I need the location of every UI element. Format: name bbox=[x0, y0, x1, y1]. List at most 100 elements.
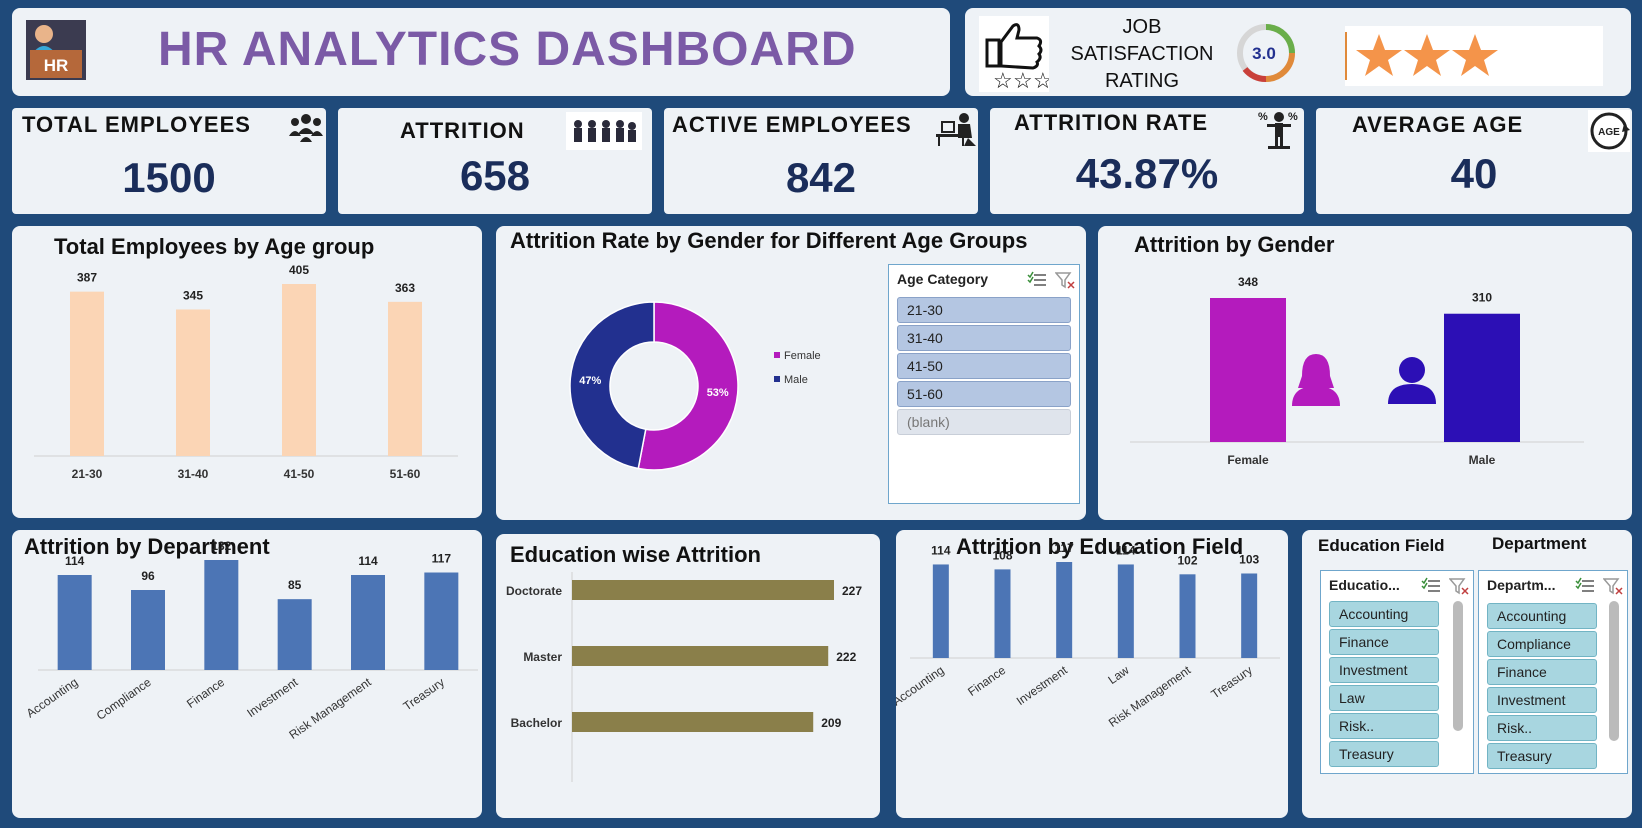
job-satisfaction-label: JOB SATISFACTION RATING bbox=[1057, 14, 1227, 95]
education-field-slicer[interactable]: Educatio... Accounting Finance Investment L… bbox=[1320, 570, 1474, 774]
data-label: 108 bbox=[992, 548, 1012, 562]
bar bbox=[351, 575, 385, 670]
data-label: 348 bbox=[1238, 275, 1258, 289]
department-caption: Department bbox=[1492, 534, 1587, 553]
slicer-item[interactable]: Accounting bbox=[1329, 601, 1439, 627]
slicer-item[interactable]: Risk.. bbox=[1329, 713, 1439, 739]
bar bbox=[57, 575, 92, 670]
slicer-header: Departm... bbox=[1487, 577, 1556, 593]
svg-text:%: % bbox=[1258, 111, 1268, 123]
x-tick-label: 51-60 bbox=[390, 467, 421, 481]
slicer-item[interactable]: Treasury bbox=[1487, 743, 1597, 769]
slicer-item[interactable]: Risk.. bbox=[1487, 715, 1597, 741]
slicer-item[interactable]: Finance bbox=[1487, 659, 1597, 685]
slicer-item[interactable]: Compliance bbox=[1487, 631, 1597, 657]
x-tick-label: Law bbox=[1105, 663, 1131, 687]
female-avatar-icon bbox=[1292, 354, 1340, 406]
kpi-title: TOTAL EMPLOYEES bbox=[22, 112, 251, 137]
bar bbox=[204, 560, 239, 670]
bar bbox=[1179, 574, 1196, 658]
data-label: 117 bbox=[432, 552, 452, 566]
hr-person-icon: HR bbox=[26, 20, 86, 80]
bar bbox=[1210, 298, 1286, 442]
rating-star-3 bbox=[1452, 34, 1498, 76]
chart-title: Education wise Attrition bbox=[510, 542, 761, 567]
male-avatar-icon bbox=[1388, 357, 1436, 404]
clear-filter-icon[interactable] bbox=[1448, 577, 1469, 595]
slicer-scrollbar[interactable] bbox=[1609, 601, 1619, 741]
clear-filter-icon[interactable] bbox=[1054, 271, 1075, 289]
donut-slice bbox=[637, 301, 739, 471]
data-label: 114 bbox=[65, 554, 85, 568]
education-field-caption: Education Field bbox=[1318, 536, 1445, 555]
slicer-item[interactable]: 31-40 bbox=[897, 325, 1071, 351]
slicer-item[interactable]: Law bbox=[1329, 685, 1439, 711]
satisfaction-gauge: 3.0 bbox=[1233, 20, 1299, 86]
kpi-active-employees: ACTIVE EMPLOYEES 842 bbox=[664, 108, 978, 214]
data-label: 345 bbox=[183, 288, 203, 302]
x-tick-label: Investment bbox=[1014, 663, 1071, 709]
bar bbox=[176, 309, 210, 456]
slicer-scrollbar[interactable] bbox=[1453, 601, 1463, 731]
multi-select-icon[interactable] bbox=[1421, 577, 1441, 595]
clear-filter-icon[interactable] bbox=[1602, 577, 1623, 595]
slicer-item[interactable]: Finance bbox=[1329, 629, 1439, 655]
department-slicer[interactable]: Departm... Accounting Compliance Finance In… bbox=[1478, 570, 1628, 774]
slicer-item[interactable]: Treasury bbox=[1329, 741, 1439, 767]
legend-label: Female bbox=[784, 350, 821, 362]
slicer-item[interactable]: Investment bbox=[1329, 657, 1439, 683]
chart-title: Attrition by Department bbox=[24, 534, 270, 559]
svg-text:%: % bbox=[1288, 111, 1298, 123]
bar bbox=[572, 712, 814, 732]
age-group-chart: 387 21-30 345 31-40 405 41-50 363 51-60 bbox=[34, 263, 458, 481]
people-leaving-icon bbox=[566, 112, 642, 150]
donut-slice bbox=[569, 301, 655, 470]
data-label: 114 bbox=[931, 543, 951, 557]
slicer-item[interactable]: Investment bbox=[1487, 687, 1597, 713]
legend-swatch bbox=[774, 376, 780, 382]
star-rating bbox=[1345, 26, 1603, 86]
hr-logo-text: HR bbox=[44, 56, 69, 75]
kpi-value: 658 bbox=[459, 152, 531, 199]
multi-select-icon[interactable] bbox=[1027, 271, 1047, 289]
x-tick-label: Accounting bbox=[24, 675, 81, 721]
slicer-item[interactable]: (blank) bbox=[897, 409, 1071, 435]
bar bbox=[1444, 313, 1520, 442]
bar bbox=[994, 569, 1011, 658]
bar bbox=[932, 564, 949, 658]
x-tick-label: Compliance bbox=[94, 675, 154, 723]
bar bbox=[388, 301, 422, 456]
svg-text:☆: ☆ bbox=[1033, 68, 1049, 92]
slicer-item[interactable]: Accounting bbox=[1487, 603, 1597, 629]
chart-title: Total Employees by Age group bbox=[54, 234, 375, 259]
job-label-line-1: JOB bbox=[1122, 16, 1162, 38]
x-tick-label: 21-30 bbox=[72, 467, 103, 481]
kpi-title: ATTRITION bbox=[400, 118, 525, 143]
slicer-item[interactable]: 41-50 bbox=[897, 353, 1071, 379]
data-label: 102 bbox=[1177, 553, 1197, 567]
gender-donut-chart: 53% 47% Female Male bbox=[569, 301, 821, 471]
bar bbox=[1241, 573, 1258, 658]
slicer-item[interactable]: 51-60 bbox=[897, 381, 1071, 407]
y-tick-label: Master bbox=[523, 650, 562, 664]
age-category-slicer[interactable]: Age Category 21-30 31-40 41-50 51-60 (blank) bbox=[888, 264, 1080, 504]
department-panel: Attrition by Department 114 Accounting 96 C… bbox=[12, 530, 482, 818]
bar bbox=[572, 646, 829, 666]
rating-star-1 bbox=[1356, 34, 1402, 76]
data-label: 387 bbox=[77, 271, 97, 285]
thumbs-up-icon: ☆ ☆ ☆ bbox=[979, 16, 1053, 93]
slicer-item[interactable]: 21-30 bbox=[897, 297, 1071, 323]
kpi-attrition: ATTRITION 658 bbox=[338, 108, 652, 214]
chart-title: Attrition by Gender bbox=[1134, 232, 1335, 257]
job-satisfaction-panel: ☆ ☆ ☆ JOB SATISFACTION RATING 3.0 bbox=[965, 8, 1631, 96]
kpi-value: 43.87% bbox=[1075, 150, 1219, 197]
data-label: 85 bbox=[288, 578, 302, 592]
slicer-header: Age Category bbox=[897, 271, 989, 287]
x-tick-label: Female bbox=[1227, 453, 1269, 467]
multi-select-icon[interactable] bbox=[1575, 577, 1595, 595]
data-label: 117 bbox=[1054, 541, 1074, 555]
x-tick-label: Treasury bbox=[401, 675, 447, 713]
x-tick-label: Risk Management bbox=[286, 675, 374, 742]
x-tick-label: 31-40 bbox=[178, 467, 209, 481]
kpi-total-employees: TOTAL EMPLOYEES 1500 bbox=[12, 108, 326, 214]
